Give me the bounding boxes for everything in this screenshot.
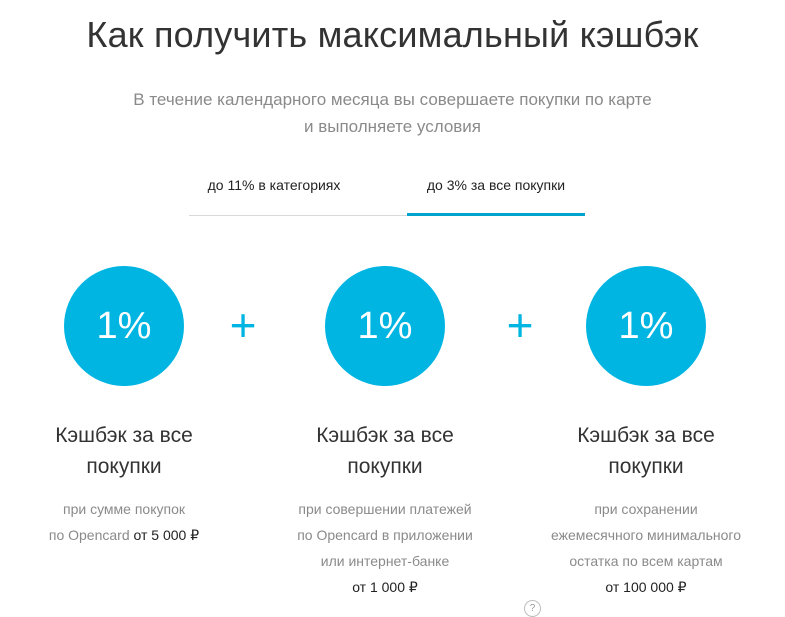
subtitle-line-2: и выполняете условия <box>303 117 482 136</box>
column-title: Кэшбэк за все покупки <box>316 424 454 478</box>
amount-value: от 1 000 ₽ <box>352 579 418 595</box>
condition-column-1: Кэшбэк за все покупки при сумме покупок … <box>0 420 254 548</box>
plus-icon-2: + <box>506 299 534 351</box>
condition-column-3: Кэшбэк за все покупки при сохранении еже… <box>516 420 776 617</box>
amount-value: от 5 000 ₽ <box>133 527 200 543</box>
percent-circle-3: 1% <box>586 266 706 386</box>
subtitle-line-1: В течение календарного месяца вы соверша… <box>133 90 652 109</box>
percent-circle-2: 1% <box>325 266 445 386</box>
tab-all-purchases[interactable]: до 3% за все покупки <box>407 165 585 216</box>
column-title: Кэшбэк за все покупки <box>55 424 193 478</box>
plus-icon-1: + <box>229 299 257 351</box>
amount-value: от 100 000 ₽ <box>605 579 687 595</box>
percent-circle-1: 1% <box>64 266 184 386</box>
column-description: при совершении платежей по Opencard в пр… <box>297 501 473 595</box>
page-title: Как получить максимальный кэшбэк <box>86 14 699 55</box>
column-description: при сохранении ежемесячного минимального… <box>516 496 776 617</box>
page-subtitle: В течение календарного месяца вы соверша… <box>0 86 785 140</box>
cashback-tabs: до 11% в категориях до 3% за все покупки <box>189 165 585 216</box>
column-title: Кэшбэк за все покупки <box>577 424 715 478</box>
condition-column-2: Кэшбэк за все покупки при совершении пла… <box>255 420 515 600</box>
column-description: при сумме покупок по Opencard от 5 000 ₽ <box>48 501 200 543</box>
tab-categories[interactable]: до 11% в категориях <box>207 177 341 193</box>
